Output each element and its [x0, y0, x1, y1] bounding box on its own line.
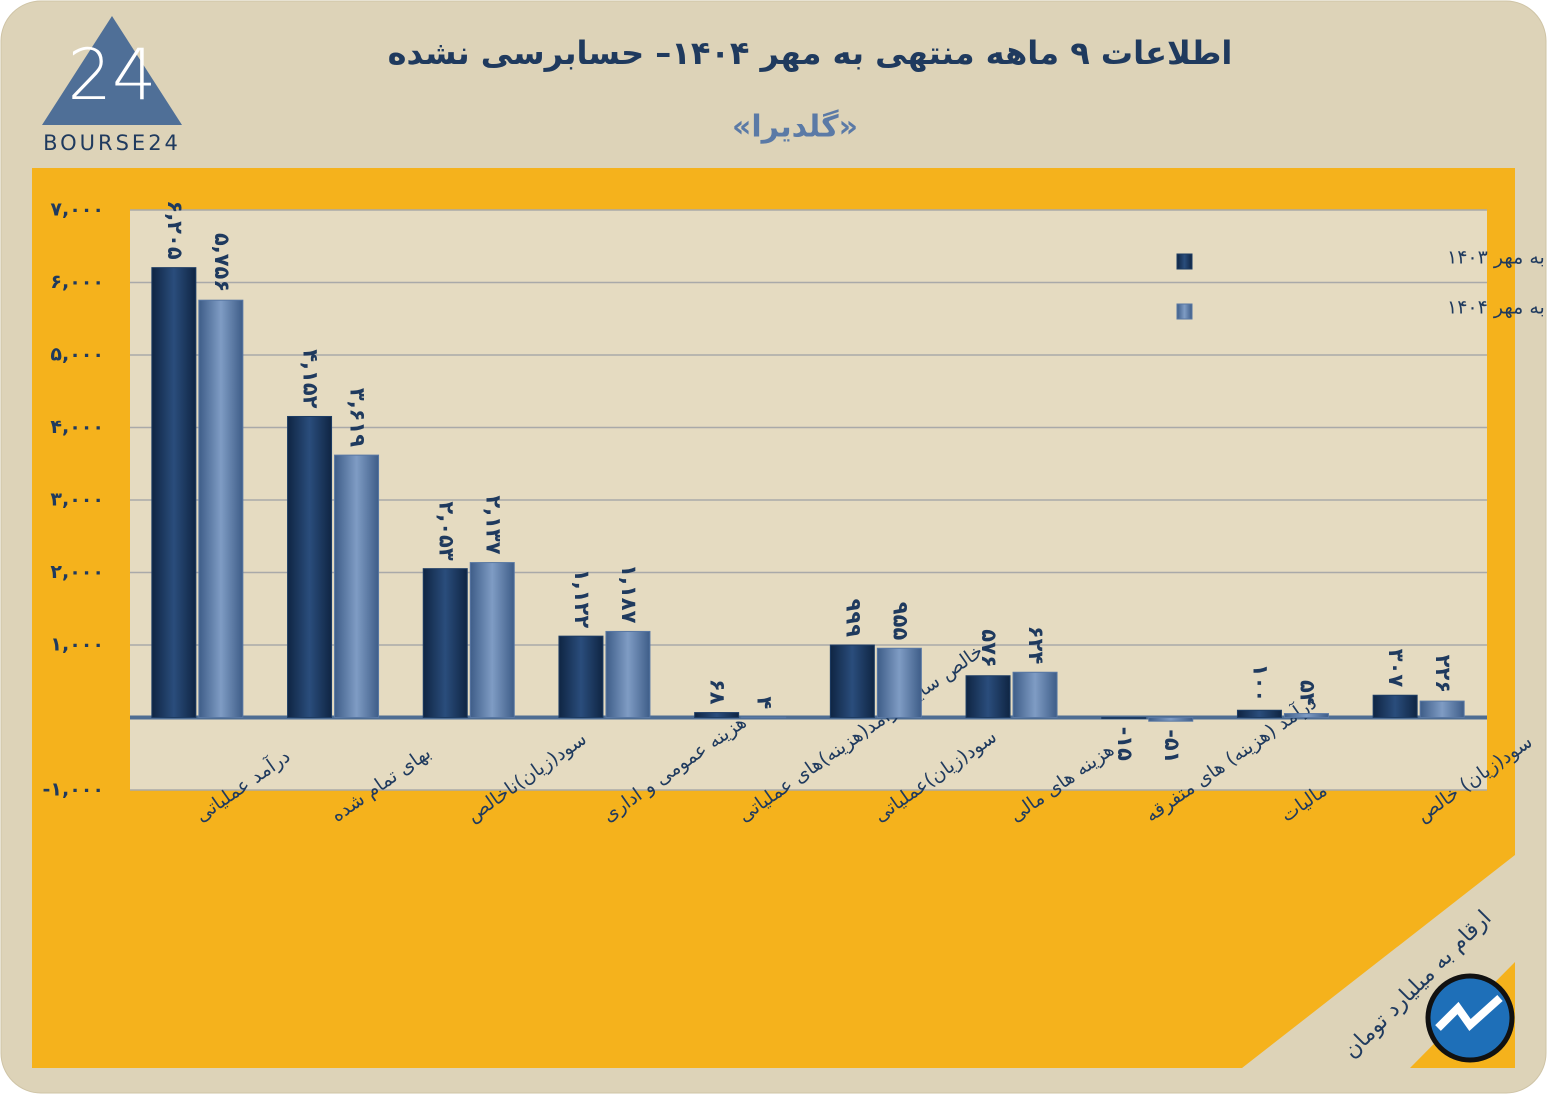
value-label: ۴ [753, 696, 777, 709]
bar [287, 415, 333, 718]
bar [1236, 709, 1282, 718]
bar [1148, 717, 1194, 722]
brand-icon-arrow [1435, 995, 1503, 1031]
bar [151, 267, 197, 718]
logo-mark: 24 [67, 34, 156, 116]
value-label: ۶,۲۰۵ [163, 200, 187, 259]
bar [1419, 700, 1465, 718]
bar [422, 568, 468, 718]
bar [558, 635, 604, 719]
bar [829, 644, 875, 719]
y-tick-label: ۵,۰۰۰ [50, 344, 104, 366]
value-label: ۶۸ [706, 679, 730, 705]
logo-text: BOURSE24 [43, 131, 181, 155]
y-tick-label: ۶,۰۰۰ [50, 271, 104, 293]
bar [1012, 671, 1058, 719]
bar [605, 630, 651, 719]
chart-title: اطلاعات ۹ ماهه منتهی به مهر ۱۴۰۴– حسابرس… [388, 34, 1233, 72]
bar [694, 712, 740, 719]
value-label: ۳۰۷ [1384, 649, 1408, 688]
value-label: ۵,۷۵۶ [210, 233, 234, 292]
value-label: ۱۰۰ [1248, 664, 1272, 702]
value-label: ۳,۶۱۹ [346, 388, 370, 447]
logo-triangle [42, 16, 182, 125]
value-label: ۲,۱۳۷ [481, 495, 505, 554]
bar [965, 675, 1011, 718]
value-label: ۹۹۹ [841, 599, 865, 638]
y-tick-label: ۱,۰۰۰ [50, 634, 104, 656]
brand-icon [1425, 973, 1515, 1063]
bar [469, 562, 515, 718]
y-tick-label: ۴,۰۰۰ [50, 416, 104, 438]
value-label: ۲۲۶ [1431, 655, 1455, 693]
value-label: ۵۷۶ [977, 629, 1001, 667]
value-label: ۱,۱۸۷ [617, 564, 641, 623]
bar [198, 299, 244, 718]
bar [1101, 717, 1147, 720]
value-label: ۴,۱۵۲ [299, 349, 323, 408]
value-label: -۵۱ [1160, 729, 1184, 763]
y-tick-label: -۱,۰۰۰ [43, 779, 105, 801]
value-label: ۶۲۴ [1024, 626, 1048, 665]
bar [876, 647, 922, 719]
legend-label: عملکرد منتهی به مهر ۱۴۰۴ [1447, 297, 1547, 319]
value-label: ۱,۱۲۲ [570, 569, 594, 628]
y-tick-label: ۲,۰۰۰ [50, 561, 104, 583]
y-tick-label: ۷,۰۰۰ [50, 199, 104, 221]
value-label: -۱۵ [1113, 727, 1137, 762]
legend-swatch [1176, 303, 1193, 320]
y-tick-label: ۳,۰۰۰ [50, 489, 104, 511]
bar [741, 716, 787, 719]
value-label: ۵۴ [1295, 680, 1319, 706]
value-label: ۹۵۵ [888, 602, 912, 641]
bar [1372, 694, 1418, 718]
legend-swatch [1176, 253, 1193, 270]
bar [334, 454, 380, 718]
chart-subtitle: «گلدیرا» [732, 109, 858, 145]
value-label: ۲,۰۵۳ [434, 501, 458, 560]
bar [1283, 713, 1329, 719]
legend-label: عملکرد منتهی به مهر ۱۴۰۳ [1447, 247, 1547, 269]
